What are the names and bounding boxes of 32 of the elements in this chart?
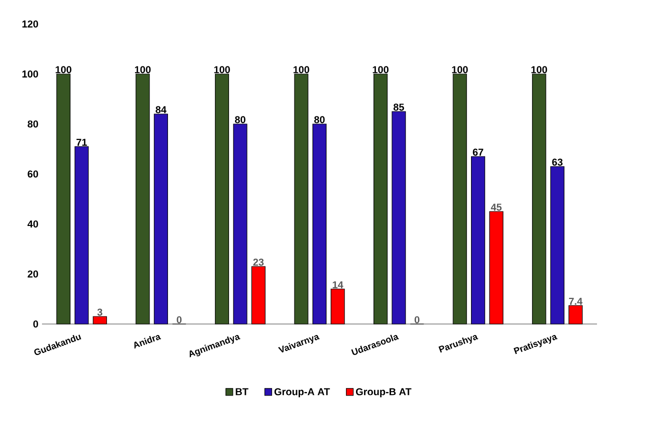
data-label: 80	[314, 116, 325, 124]
data-label: 84	[156, 106, 166, 114]
y-tick-label: 60	[28, 170, 38, 178]
data-label: 100	[56, 66, 72, 74]
annotation: 0	[176, 316, 182, 324]
data-label: 100	[372, 66, 388, 74]
data-label: 100	[531, 66, 548, 74]
y-tick-label: 20	[28, 270, 38, 278]
legend-label: Group-B AT	[356, 388, 412, 398]
y-tick-label: 40	[28, 220, 38, 228]
data-label: 3	[97, 308, 102, 316]
legend-label: BT	[236, 388, 248, 396]
y-tick-label: 100	[22, 70, 38, 78]
data-label: 100	[214, 66, 230, 74]
data-label: 14	[332, 281, 344, 288]
data-label: 7.4	[569, 298, 582, 305]
data-label: 23	[253, 258, 264, 266]
data-label: 85	[394, 104, 404, 111]
annotation: 0	[414, 316, 420, 324]
data-label: 80	[234, 116, 246, 124]
data-label: 45	[490, 204, 502, 211]
x-tick-label: Anidra	[134, 335, 162, 349]
y-tick-label: 0	[33, 320, 38, 328]
y-tick-label: 120	[22, 20, 38, 28]
y-tick-label: 80	[28, 120, 38, 128]
data-label: 100	[134, 66, 151, 74]
data-label: 100	[294, 66, 310, 74]
data-label: 71	[76, 138, 87, 146]
legend-label: Group-A AT	[274, 388, 330, 398]
data-label: 100	[452, 66, 468, 74]
data-label: 63	[552, 158, 563, 166]
data-label: 67	[472, 148, 484, 156]
